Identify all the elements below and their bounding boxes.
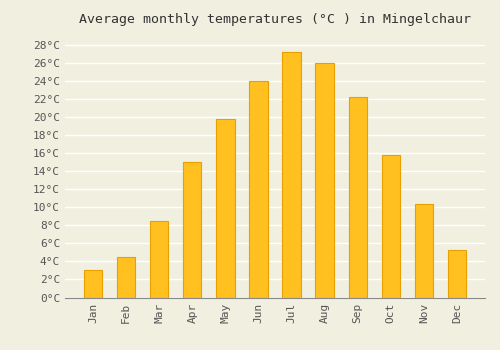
Title: Average monthly temperatures (°C ) in Mingelchaur: Average monthly temperatures (°C ) in Mi… [79,13,471,26]
Bar [448,250,466,298]
Bar [150,221,169,298]
Bar [414,204,433,298]
Bar [84,271,102,298]
Bar [184,162,202,298]
Bar [117,257,136,298]
Bar [250,81,268,298]
Bar [382,155,400,298]
Bar [348,97,366,298]
Bar [216,119,234,298]
Bar [316,63,334,298]
Bar [282,52,300,298]
